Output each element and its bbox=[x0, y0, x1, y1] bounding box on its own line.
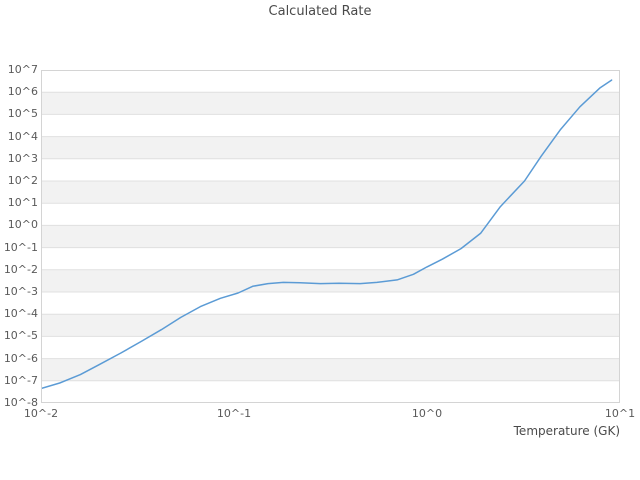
decade-band bbox=[41, 358, 620, 381]
y-tick-label: 10^0 bbox=[7, 218, 38, 232]
rate-line-series bbox=[41, 79, 613, 390]
decade-band bbox=[41, 114, 620, 137]
decade-band bbox=[41, 292, 620, 315]
y-tick-label: 10^-8 bbox=[3, 396, 38, 409]
y-tick-label: 10^7 bbox=[7, 63, 38, 76]
decade-band bbox=[41, 181, 620, 204]
decade-band bbox=[41, 92, 620, 115]
decade-band bbox=[41, 380, 620, 403]
x-tick-label: 10^-2 bbox=[23, 407, 59, 420]
decade-band bbox=[41, 136, 620, 159]
decade-band bbox=[41, 314, 620, 337]
x-tick-label: 10^0 bbox=[411, 407, 443, 420]
decade-band bbox=[41, 70, 620, 93]
x-tick-label: 10^1 bbox=[604, 407, 636, 420]
y-tick-label: 10^-6 bbox=[3, 351, 38, 365]
y-tick-label: 10^2 bbox=[7, 174, 38, 187]
decade-band bbox=[41, 225, 620, 248]
y-tick-label: 10^-7 bbox=[3, 373, 38, 387]
y-tick-label: 10^-3 bbox=[3, 285, 38, 298]
y-tick-label: 10^-1 bbox=[3, 240, 38, 254]
decade-band bbox=[41, 158, 620, 181]
decade-band bbox=[41, 269, 620, 292]
plot-area bbox=[41, 70, 620, 403]
y-tick-label: 10^-5 bbox=[3, 329, 38, 343]
y-tick-label: 10^6 bbox=[7, 85, 38, 99]
x-axis-label: Temperature (GK) bbox=[513, 424, 620, 438]
y-tick-label: 10^-2 bbox=[3, 262, 38, 276]
y-tick-label: 10^1 bbox=[7, 196, 38, 210]
decade-band bbox=[41, 247, 620, 270]
plot-border bbox=[41, 70, 620, 403]
y-tick-label: 10^4 bbox=[7, 129, 38, 143]
y-tick-label: 10^5 bbox=[7, 107, 38, 121]
chart-canvas bbox=[41, 70, 620, 403]
decade-band bbox=[41, 336, 620, 359]
decade-band bbox=[41, 203, 620, 226]
y-tick-label: 10^3 bbox=[7, 151, 38, 165]
chart-title: Calculated Rate bbox=[268, 4, 372, 19]
y-tick-label: 10^-4 bbox=[3, 307, 38, 321]
x-tick-label: 10^-1 bbox=[216, 407, 252, 420]
